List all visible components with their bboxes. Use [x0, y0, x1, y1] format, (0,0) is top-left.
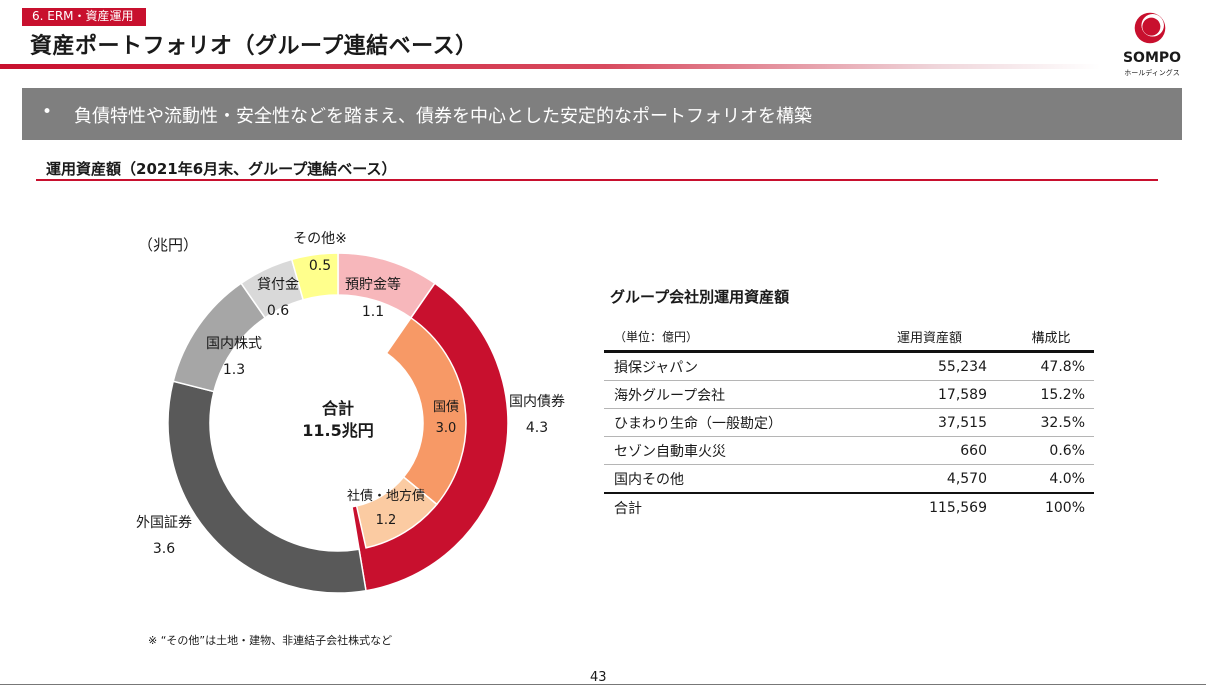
row-amount: 4,570 — [946, 470, 987, 487]
banner-bullet: • — [42, 102, 53, 122]
table-row: 国内その他 4,570 4.0% — [604, 465, 1094, 494]
row-company: 損保ジャパン — [604, 351, 854, 381]
title-rule — [0, 64, 1100, 69]
slice-category-label: 預貯金等 — [345, 276, 401, 293]
table-row: ひまわり生命（一般勘定） 37,515 32.5% — [604, 408, 1094, 437]
row-amount: 17,589 — [854, 380, 987, 409]
row-company: 国内その他 — [614, 471, 684, 488]
row-company: 海外グループ会社 — [604, 380, 854, 409]
inner-slice-category-label: 社債・地方債 — [347, 488, 425, 504]
donut-center-value: 11.5兆円 — [302, 421, 373, 440]
row-company: ひまわり生命（一般勘定） — [604, 408, 854, 437]
slice-category-label: 国内株式 — [206, 336, 262, 352]
banner-text: 負債特性や流動性・安全性などを踏まえ、債券を中心とした安定的なポートフォリオを構… — [74, 106, 812, 127]
row-company: セゾン自動車火災 — [604, 436, 854, 465]
table-header-unit: （単位：億円） — [604, 322, 854, 353]
total-amount: 115,569 — [854, 492, 987, 521]
table-row: セゾン自動車火災 660 0.6% — [604, 436, 1094, 465]
row-ratio: 4.0% — [1049, 470, 1085, 487]
slice-category-label: 国内債券 — [509, 394, 565, 410]
row-amount: 55,234 — [854, 351, 987, 381]
sompo-logo-mark-icon — [1134, 12, 1166, 44]
bottom-rule — [0, 684, 1206, 685]
row-ratio: 32.5% — [987, 408, 1094, 437]
slice-value-label: 0.5 — [309, 258, 331, 274]
donut-inner-slice — [355, 475, 438, 549]
chart-unit-label: （兆円） — [138, 236, 199, 254]
table-header-ratio: 構成比 — [987, 322, 1094, 353]
key-message-banner: • 負債特性や流動性・安全性などを踏まえ、債券を中心とした安定的なポートフォリオ… — [22, 88, 1182, 140]
row-ratio: 15.2% — [987, 380, 1094, 409]
inner-slice-value-label: 1.2 — [376, 513, 397, 528]
total-ratio: 100% — [987, 492, 1094, 521]
page-number: 43 — [590, 670, 607, 685]
slice-value-label: 0.6 — [267, 303, 289, 319]
chart-section-title: 運用資産額（2021年6月末、グループ連結ベース） — [46, 160, 397, 178]
table-total-row: 合計 115,569 100% — [604, 492, 1094, 521]
inner-slice-category-label: 国債 — [433, 400, 459, 415]
slice-value-label: 4.3 — [526, 420, 548, 436]
table-row: 海外グループ会社 17,589 15.2% — [604, 380, 1094, 409]
table-header-amount: 運用資産額 — [854, 322, 987, 353]
slice-value-label: 1.1 — [362, 304, 384, 320]
total-label: 合計 — [604, 492, 854, 521]
table-row: 損保ジャパン 55,234 47.8% — [604, 351, 1094, 381]
slice-value-label: 1.3 — [223, 362, 245, 378]
logo-name: SOMPO — [1122, 50, 1182, 66]
slice-category-label: その他※ — [293, 231, 347, 247]
row-amount: 37,515 — [854, 408, 987, 437]
sompo-logo: SOMPO ホールディングス — [1112, 6, 1192, 86]
table-title: グループ会社別運用資産額 — [610, 288, 790, 306]
slice-value-label: 3.6 — [153, 541, 175, 557]
inner-slice-value-label: 3.0 — [436, 421, 457, 436]
table-header-row: （単位：億円） 運用資産額 構成比 — [604, 322, 1094, 353]
group-assets-table: （単位：億円） 運用資産額 構成比 損保ジャパン 55,234 47.8% 海外… — [604, 322, 1094, 521]
footnote: ※ “その他”は土地・建物、非連結子会社株式など — [148, 634, 393, 647]
section-tag: 6. ERM・資産運用 — [22, 8, 146, 26]
chart-section-rule — [36, 179, 1158, 181]
row-ratio: 47.8% — [987, 351, 1094, 381]
row-amount: 660 — [854, 436, 987, 465]
slice-category-label: 貸付金 — [257, 277, 299, 293]
donut-slice — [290, 252, 339, 301]
donut-slice — [167, 380, 367, 594]
donut-center-label: 合計 — [322, 399, 354, 418]
row-ratio: 0.6% — [987, 436, 1094, 465]
page-title: 資産ポートフォリオ（グループ連結ベース） — [30, 34, 478, 59]
logo-sub: ホールディングス — [1124, 69, 1180, 77]
slice-category-label: 外国証券 — [136, 515, 192, 531]
